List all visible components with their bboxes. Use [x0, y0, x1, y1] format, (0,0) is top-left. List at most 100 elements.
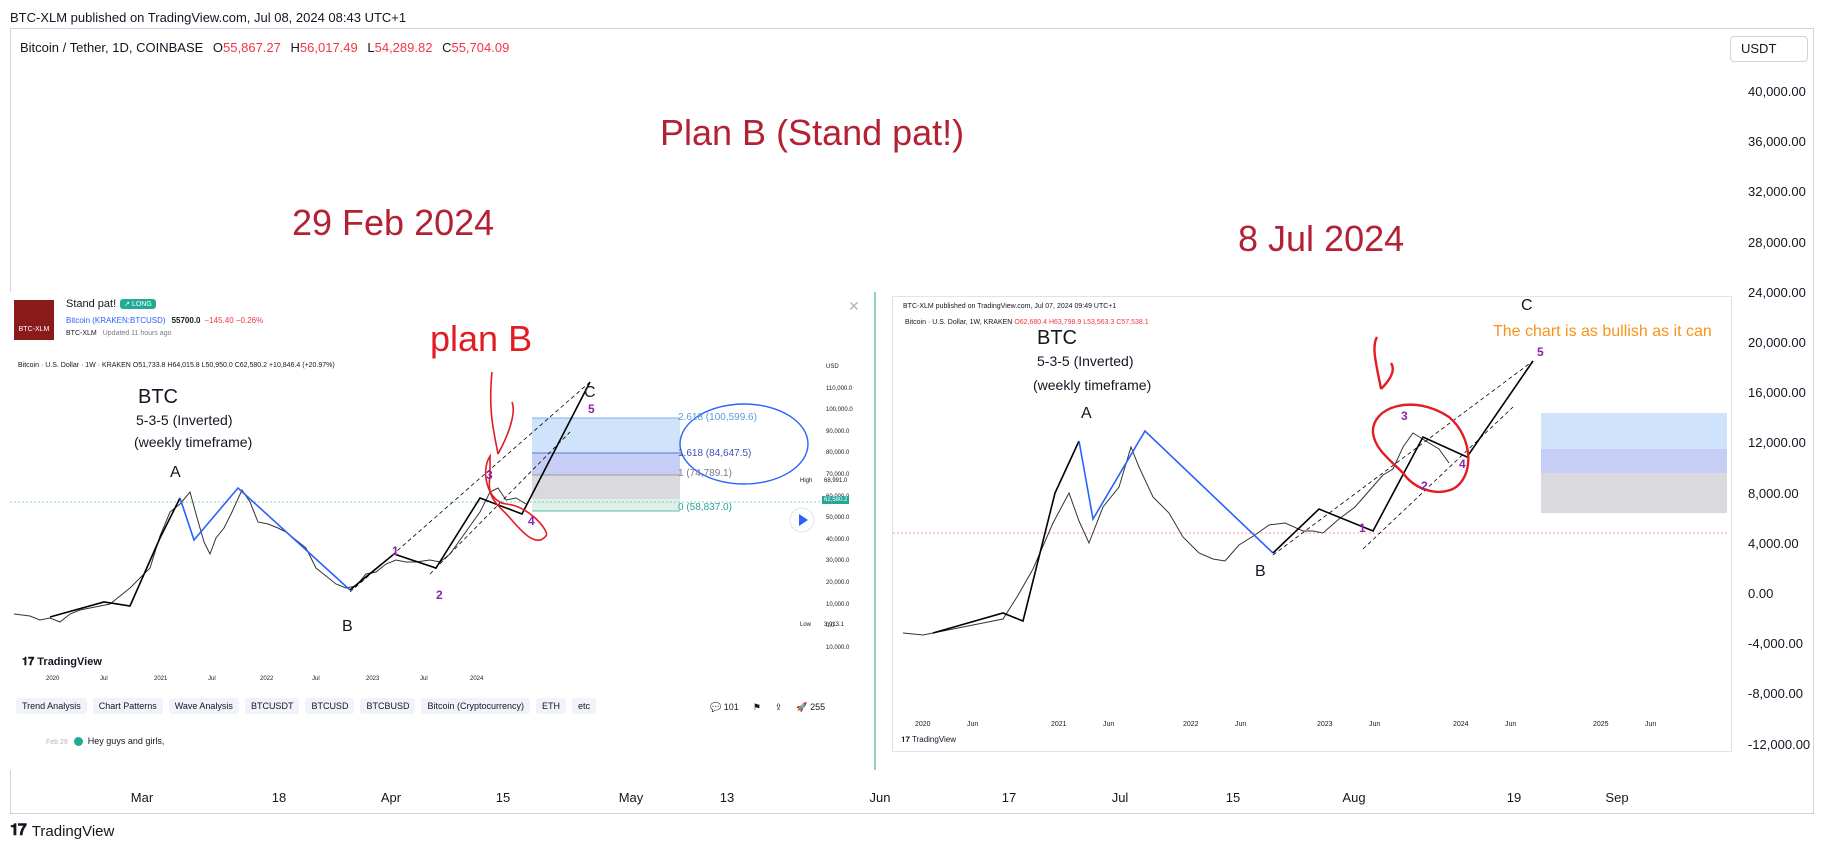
right-time-tick: Jun	[1369, 721, 1381, 728]
idea-tag[interactable]: Wave Analysis	[168, 698, 239, 714]
fib-1618-label: 1.618 (84,647.5)	[678, 448, 752, 459]
time-tick-label: 17	[1001, 790, 1017, 805]
right-ohlc: Bitcoin · U.S. Dollar, 1W, KRAKEN O62,68…	[905, 319, 1149, 326]
price-tick-label: -4,000.00	[1748, 636, 1803, 652]
wave-b-line	[179, 486, 351, 591]
fib-0-label: 0 (58,837.0)	[678, 502, 732, 513]
red-circle-mark	[484, 453, 548, 542]
currency-selector[interactable]: USDT	[1730, 36, 1808, 62]
fib-zone-grey	[532, 475, 680, 499]
open-label: O	[212, 40, 224, 55]
boost-button[interactable]: 🚀 255	[796, 702, 825, 713]
time-tick-label: May	[618, 790, 644, 805]
idea-tag[interactable]: Trend Analysis	[16, 698, 87, 714]
price-series-line	[13, 487, 527, 623]
idea-tag[interactable]: BTCBUSD	[360, 698, 416, 714]
idea-tag[interactable]: Chart Patterns	[92, 698, 163, 714]
idea-tag[interactable]: BTCUSDT	[244, 698, 300, 714]
idea-tag[interactable]: ETH	[536, 698, 566, 714]
idea-actions: 💬 101 ⚑ ⇪ 🚀 255	[710, 702, 825, 713]
idea-tag[interactable]: BTCUSD	[305, 698, 355, 714]
boosts-count: 255	[810, 702, 826, 712]
wave-5: 5	[588, 402, 595, 416]
right-date-label: 8 Jul 2024	[1238, 218, 1405, 259]
flag-icon[interactable]: ⚑	[752, 702, 761, 712]
high-marker: High	[800, 478, 812, 484]
price-tick-label: 4,000.00	[1748, 535, 1799, 551]
left-price-tick: 10,000.0	[826, 644, 850, 651]
high-label: H	[290, 40, 300, 55]
time-tick-label: 13	[719, 790, 735, 805]
idea-updated: Updated 11 hours ago	[102, 330, 172, 337]
wave-a-line	[932, 440, 1080, 634]
idea-ticker[interactable]: Bitcoin (KRAKEN:BTCUSD)	[66, 316, 166, 325]
right-time-tick: Jun	[1505, 721, 1517, 728]
right-time-tick: Jun	[1235, 721, 1247, 728]
idea-tag[interactable]: etc	[572, 698, 597, 714]
idea-tag[interactable]: Bitcoin (Cryptocurrency)	[421, 698, 530, 714]
idea-author[interactable]: BTC-XLM	[66, 330, 97, 337]
time-tick-label: 18	[271, 790, 287, 805]
right-time-tick: Jun	[1103, 721, 1115, 728]
price-tick-label: 12,000.00	[1748, 435, 1806, 451]
high-marker-value: 68,991.0	[824, 478, 848, 484]
time-tick-label: Jul	[1111, 790, 1129, 805]
right-tv-brand-text: TradingView	[911, 735, 957, 744]
left-price-tick: 40,000.0	[826, 536, 850, 543]
time-tick-label: Apr	[380, 790, 402, 805]
author-avatar[interactable]: BTC-XLM	[14, 300, 54, 340]
left-price-tick: 100,000.0	[826, 407, 853, 414]
share-icon[interactable]: ⇪	[774, 702, 783, 712]
idea-tags: Trend Analysis Chart Patterns Wave Analysi…	[16, 698, 597, 714]
symbol-name: Bitcoin / Tether, 1D, COINBASE	[20, 40, 204, 55]
fib-zone-mid	[1541, 449, 1727, 473]
bullish-note: The chart is as bullish as it can	[1493, 323, 1712, 340]
close-icon[interactable]: ✕	[848, 298, 860, 314]
wave-c-line	[1272, 360, 1534, 554]
timeframe-label: (weekly timeframe)	[134, 434, 253, 450]
price-tick-label: 36,000.00	[1748, 134, 1806, 150]
right-wave-2: 2	[1421, 479, 1428, 493]
right-wave-4: 4	[1459, 457, 1466, 471]
time-tick-label: 19	[1506, 790, 1522, 805]
left-embedded-idea: BTC-XLM Stand pat! ↗ LONG Bitcoin (KRAKEN…	[10, 292, 872, 770]
left-price-tick: 10,000.0	[826, 601, 850, 608]
price-tick-label: -12,000.00	[1748, 736, 1811, 752]
right-time-tick: 2023	[1317, 721, 1333, 728]
right-publisher-header: BTC-XLM published on TradingView.com, Ju…	[903, 303, 1117, 310]
right-ohlc-values: O62,680.4 H63,798.9 L53,563.3 C57,538.1	[1014, 319, 1149, 326]
comments-button[interactable]: 💬 101	[710, 702, 739, 713]
high-value: 56,017.49	[299, 40, 358, 55]
time-tick-label: Mar	[130, 790, 154, 805]
pattern-label: 5-3-5 (Inverted)	[136, 412, 233, 428]
right-time-tick: Jun	[1645, 721, 1657, 728]
right-wave-3: 3	[1401, 409, 1408, 423]
right-tv-brand: 𝟏𝟕 TradingView	[901, 735, 956, 745]
idea-ticker-row: Bitcoin (KRAKEN:BTCUSD) 55700.0 −145.40 −0…	[66, 316, 263, 325]
play-icon	[799, 514, 808, 526]
comment-text: Hey guys and girls,	[87, 736, 165, 746]
time-tick-label: Jun	[869, 790, 891, 805]
comments-count: 101	[723, 702, 739, 712]
left-time-tick: 2021	[154, 676, 168, 682]
left-price-tick: 20,000.0	[826, 580, 850, 586]
plan-b-label: plan B	[430, 318, 533, 359]
low-value: 54,289.82	[374, 40, 433, 55]
left-inner-chart	[10, 371, 850, 623]
left-time-tick: Jul	[420, 676, 428, 682]
left-time-tick: 2023	[366, 676, 380, 682]
left-price-tick: 0.0	[826, 623, 835, 630]
price-tick-label: 24,000.00	[1748, 284, 1806, 300]
right-time-tick: 2022	[1183, 721, 1199, 728]
wave-2: 2	[436, 588, 443, 602]
time-tick-label: 15	[495, 790, 511, 805]
price-tick-label: 20,000.00	[1748, 335, 1806, 350]
low-label: L	[367, 40, 375, 55]
left-price-tick: 90,000.0	[826, 428, 850, 435]
long-badge: ↗ LONG	[120, 299, 156, 310]
close-value: 55,704.09	[451, 40, 510, 55]
tradingview-brand[interactable]: 𝟏𝟕 TradingView	[10, 822, 114, 840]
divider	[874, 292, 876, 770]
comment-icon: 💬	[710, 702, 722, 712]
idea-change: −145.40 −0.26%	[204, 316, 264, 325]
